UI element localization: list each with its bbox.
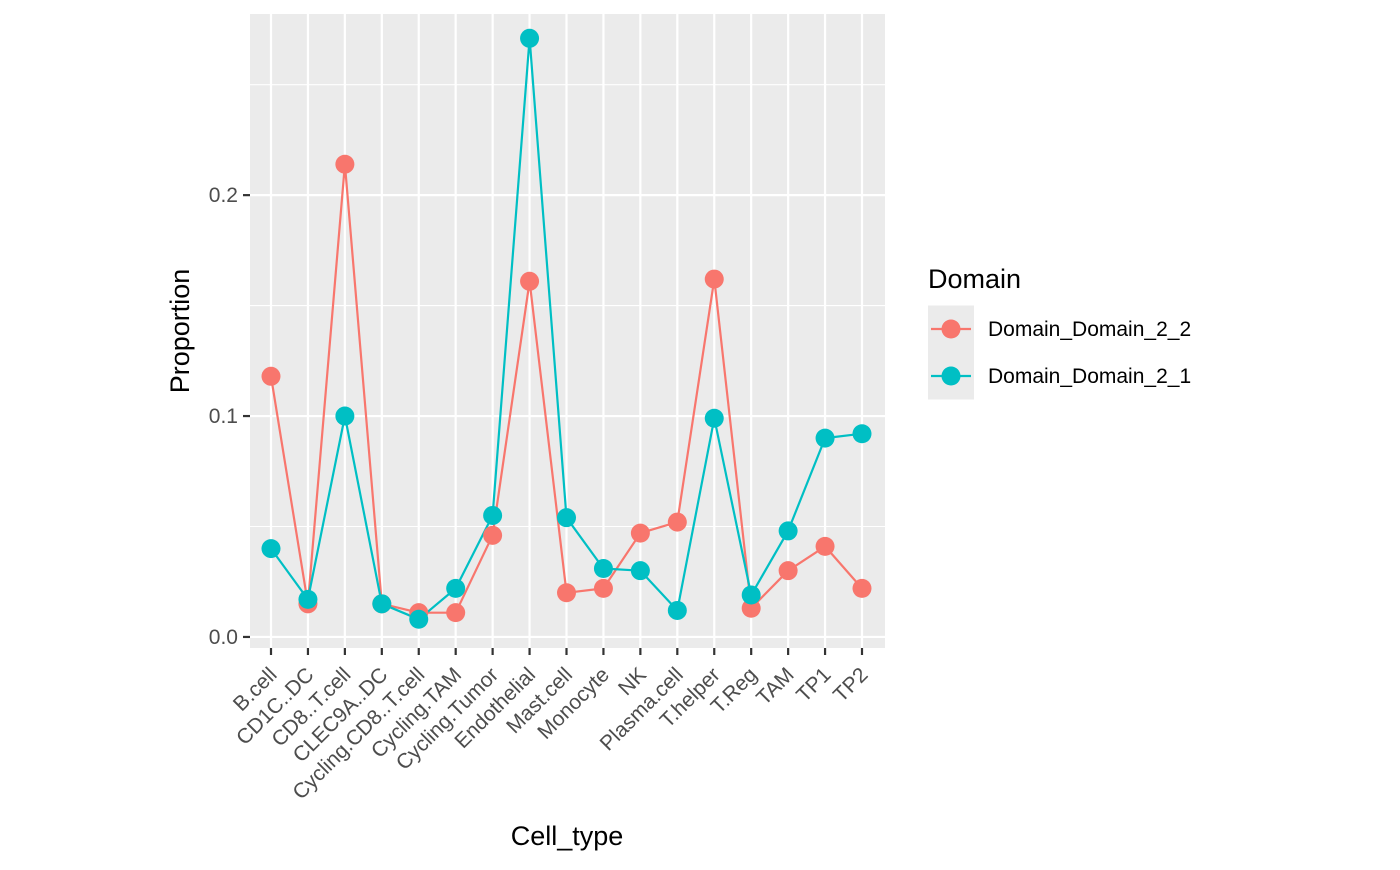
data-point-series-2 <box>852 424 872 444</box>
data-point-series-1 <box>704 269 724 289</box>
y-tick-label: 0.1 <box>209 405 238 428</box>
x-axis: B.cellCD1C..DCCD8..T.cellCLEC9A..DCCycli… <box>229 648 873 804</box>
series-layer <box>261 28 872 629</box>
y-axis: 0.0 0.1 0.2 <box>209 184 250 649</box>
data-point-series-2 <box>630 561 650 581</box>
y-tick-label: 0.2 <box>209 184 238 207</box>
data-point-series-1 <box>335 154 355 174</box>
y-axis-title: Proportion <box>165 269 195 394</box>
data-point-series-2 <box>741 585 761 605</box>
data-point-series-1 <box>593 578 613 598</box>
data-point-series-1 <box>630 523 650 543</box>
data-point-series-2 <box>815 428 835 448</box>
x-tick-label: TP2 <box>829 663 872 706</box>
x-tick-label: TP1 <box>792 663 835 706</box>
major-gridlines <box>250 14 885 648</box>
data-point-series-2 <box>446 578 466 598</box>
data-point-series-2 <box>557 508 576 528</box>
legend-key-point <box>941 319 961 339</box>
data-point-series-2 <box>667 600 687 620</box>
data-point-series-1 <box>667 512 687 532</box>
data-point-series-2 <box>372 594 392 614</box>
data-point-series-1 <box>557 583 576 603</box>
y-tick-label: 0.0 <box>209 626 238 649</box>
data-point-series-1 <box>261 366 281 386</box>
legend-label: Domain_Domain_2_2 <box>988 318 1191 341</box>
x-axis-title: Cell_type <box>511 821 624 851</box>
data-point-series-2 <box>298 589 318 609</box>
x-tick-label: TAM <box>752 663 799 710</box>
data-point-series-1 <box>778 561 798 581</box>
data-point-series-1 <box>446 603 466 623</box>
data-point-series-1 <box>483 525 503 545</box>
legend-title: Domain <box>928 264 1021 294</box>
data-point-series-1 <box>520 271 540 291</box>
data-point-series-2 <box>593 558 613 578</box>
legend-key-point <box>941 366 961 386</box>
data-point-series-2 <box>483 505 503 525</box>
data-point-series-1 <box>815 536 835 556</box>
data-point-series-1 <box>852 578 872 598</box>
data-point-series-2 <box>778 521 798 541</box>
data-point-series-2 <box>335 406 355 426</box>
data-point-series-2 <box>520 28 540 48</box>
legend-label: Domain_Domain_2_1 <box>988 365 1191 388</box>
legend-items: Domain_Domain_2_2 Domain_Domain_2_1 <box>928 305 1191 400</box>
data-point-series-2 <box>704 408 724 428</box>
data-point-series-2 <box>261 539 281 559</box>
legend: Domain Domain_Domain_2_2Domain_Domain_2_… <box>928 264 1191 400</box>
data-point-series-2 <box>409 609 429 629</box>
data-point-series-1 <box>741 598 761 618</box>
